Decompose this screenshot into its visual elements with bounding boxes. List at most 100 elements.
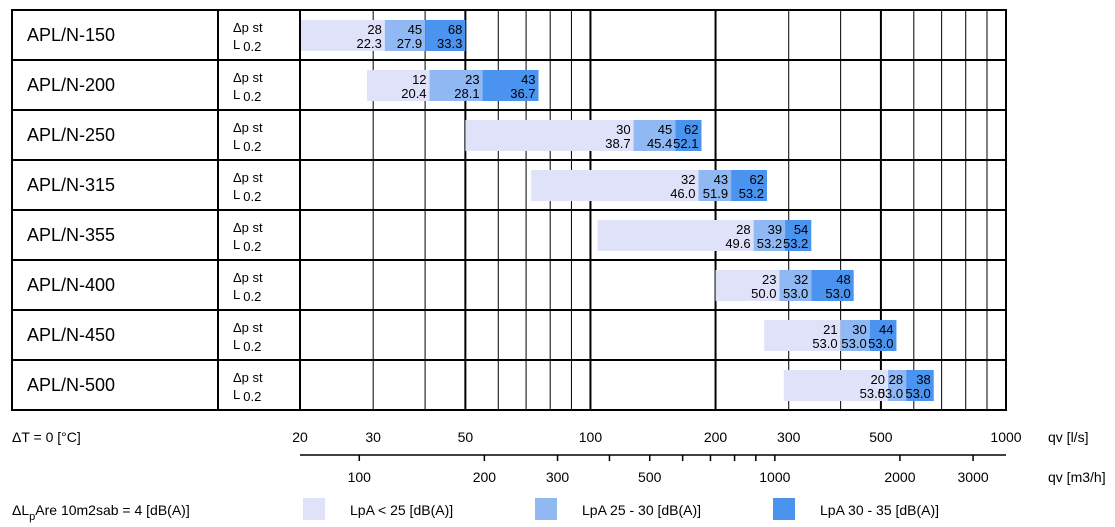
dp-value: 28: [736, 222, 750, 237]
model-label: APL/N-200: [27, 75, 115, 95]
bar-segment-low: [300, 20, 385, 51]
l-row-label: L 0.2: [233, 187, 261, 204]
legend-label-high: LpA 30 - 35 [dB(A)]: [820, 502, 939, 518]
dp-value: 68: [448, 22, 462, 37]
bar-segment-low: [783, 370, 888, 401]
dp-value: 32: [794, 272, 808, 287]
dp-value: 45: [658, 122, 672, 137]
l-row-letter: L: [233, 187, 240, 202]
l-value: 53.0: [868, 336, 893, 351]
delta-l-rest: Are 10m2sab = 4 [dB(A)]: [35, 502, 189, 518]
l-row-label: L 0.2: [233, 237, 261, 254]
bar-segment-low: [764, 320, 841, 351]
dp-value: 28: [889, 372, 903, 387]
l-value: 53.0: [905, 386, 930, 401]
x-tick-label-ls: 50: [458, 429, 474, 445]
dp-value: 62: [684, 122, 698, 137]
dp-value: 32: [681, 172, 695, 187]
dp-row-label: Δp st: [233, 70, 263, 85]
legend-swatch-mid: [535, 498, 557, 520]
l-value: 53.0: [825, 286, 850, 301]
x-unit-ls: qv [l/s]: [1048, 429, 1088, 445]
l-row-label: L 0.2: [233, 137, 261, 154]
dp-row-label: Δp st: [233, 120, 263, 135]
model-label: APL/N-500: [27, 375, 115, 395]
x-tick-label-ls: 500: [869, 429, 893, 445]
dp-value: 62: [750, 172, 764, 187]
l-row-label: L 0.2: [233, 337, 261, 354]
dp-value: 43: [714, 172, 728, 187]
bar-segment-high: [482, 70, 539, 101]
l-value: 27.9: [397, 36, 422, 51]
x-tick-label-ls: 20: [292, 429, 308, 445]
model-label: APL/N-250: [27, 125, 115, 145]
x-tick-label-m3h: 3000: [958, 469, 989, 485]
legend: LpA < 25 [dB(A)] LpA 25 - 30 [dB(A)] LpA…: [303, 498, 939, 520]
x-tick-label-m3h: 1000: [759, 469, 790, 485]
dp-value: 28: [367, 22, 381, 37]
l-value: 22.3: [357, 36, 382, 51]
l-row-label: L 0.2: [233, 287, 261, 304]
l-row-letter: L: [233, 87, 240, 102]
l-row-label: L 0.2: [233, 87, 261, 104]
x-tick-label-m3h: 200: [473, 469, 497, 485]
bar-segment-mid: [753, 220, 786, 251]
l-value: 53.0: [841, 336, 866, 351]
dp-value: 23: [762, 272, 776, 287]
l-row-label: L 0.2: [233, 37, 261, 54]
x-tick-label-ls: 100: [579, 429, 603, 445]
l-value: 53.0: [812, 336, 837, 351]
dp-value: 39: [768, 222, 782, 237]
dp-row-label: Δp st: [233, 220, 263, 235]
bars-layer: [300, 20, 934, 401]
l-value: 51.9: [703, 186, 728, 201]
bar-segment-high: [785, 220, 812, 251]
l-row-sub: 0.2: [243, 339, 261, 354]
dp-value: 21: [823, 322, 837, 337]
delta-l-prefix: ΔL: [12, 502, 29, 518]
bar-segment-mid: [840, 320, 870, 351]
l-value: 36.7: [510, 86, 535, 101]
legend-swatch-high: [773, 498, 795, 520]
dp-value: 38: [916, 372, 930, 387]
l-row-sub: 0.2: [243, 239, 261, 254]
dp-row-label: Δp st: [233, 20, 263, 35]
dp-value: 48: [836, 272, 850, 287]
dp-row-label: Δp st: [233, 270, 263, 285]
x-tick-label-ls: 1000: [990, 429, 1021, 445]
bar-segment-low: [367, 70, 430, 101]
l-value: 50.0: [751, 286, 776, 301]
x-unit-m3h: qv [m3/h]: [1048, 469, 1106, 485]
l-row-sub: 0.2: [243, 89, 261, 104]
bar-segment-high: [869, 320, 897, 351]
x-tick-label-m3h: 2000: [884, 469, 915, 485]
l-value: 53.2: [757, 236, 782, 251]
model-label: APL/N-450: [27, 325, 115, 345]
l-value: 20.4: [401, 86, 426, 101]
model-label: APL/N-355: [27, 225, 115, 245]
bar-segment-mid: [779, 270, 812, 301]
bar-segment-low: [465, 120, 634, 151]
bar-segment-mid: [633, 120, 676, 151]
delta-l-note: ΔLpAre 10m2sab = 4 [dB(A)]: [12, 502, 190, 523]
model-label: APL/N-400: [27, 275, 115, 295]
model-label: APL/N-150: [27, 25, 115, 45]
l-value: 28.1: [454, 86, 479, 101]
bar-segment-high: [731, 170, 768, 201]
l-row-letter: L: [233, 37, 240, 52]
x-tick-label-m3h: 300: [546, 469, 570, 485]
dp-row-label: Δp st: [233, 320, 263, 335]
x-tick-label-m3h: 500: [638, 469, 662, 485]
l-value: 53.0: [878, 386, 903, 401]
legend-label-low: LpA < 25 [dB(A)]: [350, 502, 453, 518]
l-value: 46.0: [670, 186, 695, 201]
axis-layer: 20 30 50 100 200 300 500 1000 100 200 300 500 1000 20…: [292, 429, 1022, 485]
bar-segment-mid: [698, 170, 732, 201]
dp-value: 45: [408, 22, 422, 37]
l-row-sub: 0.2: [243, 139, 261, 154]
bar-segment-mid: [384, 20, 426, 51]
l-value: 45.4: [647, 136, 672, 151]
bar-segment-mid: [429, 70, 483, 101]
bar-segment-low: [597, 220, 754, 251]
bar-segment-high: [675, 120, 702, 151]
